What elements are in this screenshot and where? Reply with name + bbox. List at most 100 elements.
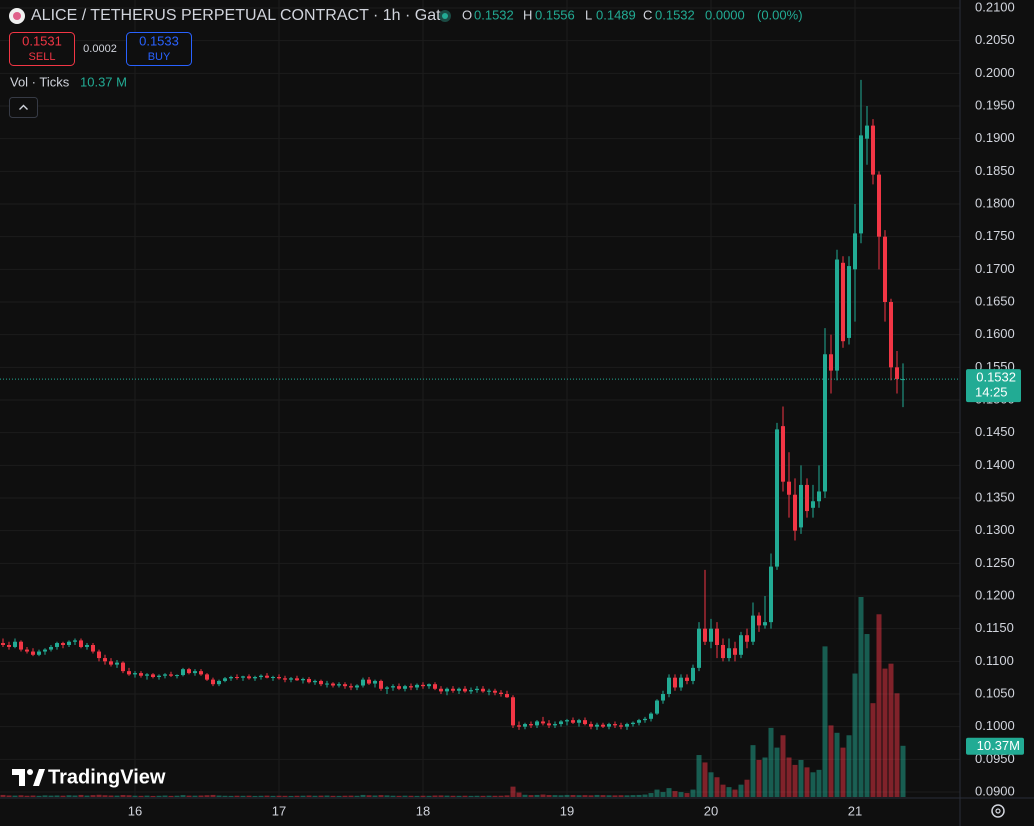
x-tick-label: 17	[272, 803, 286, 818]
volume-bar	[330, 795, 336, 797]
volume-bar	[594, 794, 600, 797]
volume-bar	[246, 795, 252, 797]
candle-body	[805, 484, 809, 512]
ohlc-key: L	[585, 7, 592, 22]
axes: 0.09000.09500.10000.10500.11000.11500.12…	[128, 0, 1015, 818]
candle-body	[385, 687, 389, 689]
volume-bar	[750, 745, 756, 797]
volume-bar	[372, 795, 378, 797]
candle-body	[493, 690, 497, 693]
volume-bar	[180, 795, 186, 797]
volume-bar	[720, 784, 726, 797]
settings-button[interactable]	[991, 804, 1005, 818]
brand-name[interactable]: TradingView	[48, 766, 166, 788]
volume-bar	[192, 795, 198, 797]
buy-box[interactable]	[126, 32, 192, 66]
volume-bar	[450, 795, 456, 797]
candle-body	[403, 686, 407, 689]
candle-body	[817, 491, 821, 502]
candle-body	[397, 686, 401, 689]
candle-body	[577, 720, 581, 723]
volume-bar	[6, 795, 12, 797]
candle-body	[391, 686, 395, 688]
volume-bar	[54, 795, 60, 797]
y-tick-label: 0.1900	[975, 130, 1015, 145]
volume-bar	[690, 789, 696, 797]
symbol-icon-inner	[13, 12, 21, 20]
candle-body	[823, 354, 827, 492]
candle-body	[157, 675, 161, 678]
y-tick-label: 0.1000	[975, 718, 1015, 733]
candle-body	[709, 628, 713, 642]
collapse-box[interactable]	[9, 97, 38, 118]
volume-bar	[204, 795, 210, 797]
settings-icon[interactable]	[991, 804, 1005, 818]
volume-title: Vol · Ticks	[10, 74, 70, 89]
buy-label[interactable]: BUY	[148, 51, 171, 63]
candle-body	[337, 684, 341, 686]
volume-bar	[438, 795, 444, 797]
logo-dot[interactable]	[27, 769, 33, 775]
volume-bar	[834, 732, 840, 797]
candle-body	[649, 713, 653, 719]
candle-body	[445, 688, 449, 692]
y-tick-label: 0.1200	[975, 587, 1015, 602]
candle-body	[103, 658, 107, 662]
candle-body	[859, 135, 863, 234]
brand-logo[interactable]: TradingView	[12, 766, 166, 788]
buy-price[interactable]: 0.1533	[139, 33, 179, 48]
sell-button[interactable]: 0.1531 SELL	[9, 32, 75, 66]
sell-price[interactable]: 0.1531	[22, 33, 62, 48]
candle-body	[61, 643, 65, 645]
candle-body	[187, 669, 191, 674]
collapse-icon[interactable]	[19, 104, 28, 110]
candle-body	[319, 680, 323, 685]
candle-body	[607, 724, 611, 727]
sell-label[interactable]: SELL	[29, 51, 56, 63]
volume-bar	[216, 795, 222, 797]
volume-bar	[252, 795, 258, 797]
candle-body	[331, 683, 335, 686]
volume-bar	[798, 759, 804, 797]
volume-bar	[132, 795, 138, 797]
volume-bar	[894, 693, 900, 797]
volume-bar	[312, 795, 318, 797]
volume-bar	[42, 795, 48, 797]
volume-bar	[396, 795, 402, 797]
candle-body	[835, 259, 839, 371]
y-tick-label: 0.1700	[975, 261, 1015, 276]
volume-bar	[432, 795, 438, 797]
candle-body	[517, 725, 521, 727]
candle-body	[121, 662, 125, 672]
volume-bar	[618, 795, 624, 797]
volume-label-box	[966, 737, 1024, 755]
candle-body	[199, 671, 203, 675]
volume-bar	[210, 794, 216, 797]
volume-bar	[0, 794, 6, 797]
y-tick-label: 0.1800	[975, 195, 1015, 210]
volume-label: 10.37M	[977, 738, 1020, 753]
volume-bar	[342, 795, 348, 797]
candle-body	[97, 651, 101, 659]
candle-body	[415, 684, 419, 688]
logo-mark[interactable]	[33, 769, 45, 786]
volume-bar	[234, 795, 240, 797]
volume-bar	[558, 795, 564, 797]
ohlc-key: H	[523, 7, 532, 22]
candle-body	[427, 684, 431, 687]
candle-body	[265, 675, 269, 678]
change-percent: (0.00%)	[757, 7, 803, 22]
volume-bar	[36, 795, 42, 797]
candle-body	[433, 684, 437, 689]
sell-box[interactable]	[9, 32, 75, 66]
ohlc-value: 0.1532	[655, 7, 695, 22]
settings-icon-center[interactable]	[995, 808, 1001, 814]
change: 0.0000	[705, 7, 745, 22]
buy-button[interactable]: 0.1533 BUY	[126, 32, 192, 66]
collapse-button[interactable]	[9, 97, 38, 118]
volume-bar	[492, 795, 498, 797]
logo-mark[interactable]	[12, 769, 25, 786]
volume-bar	[534, 794, 540, 797]
candle-body	[787, 481, 791, 495]
candle-body	[451, 688, 455, 691]
